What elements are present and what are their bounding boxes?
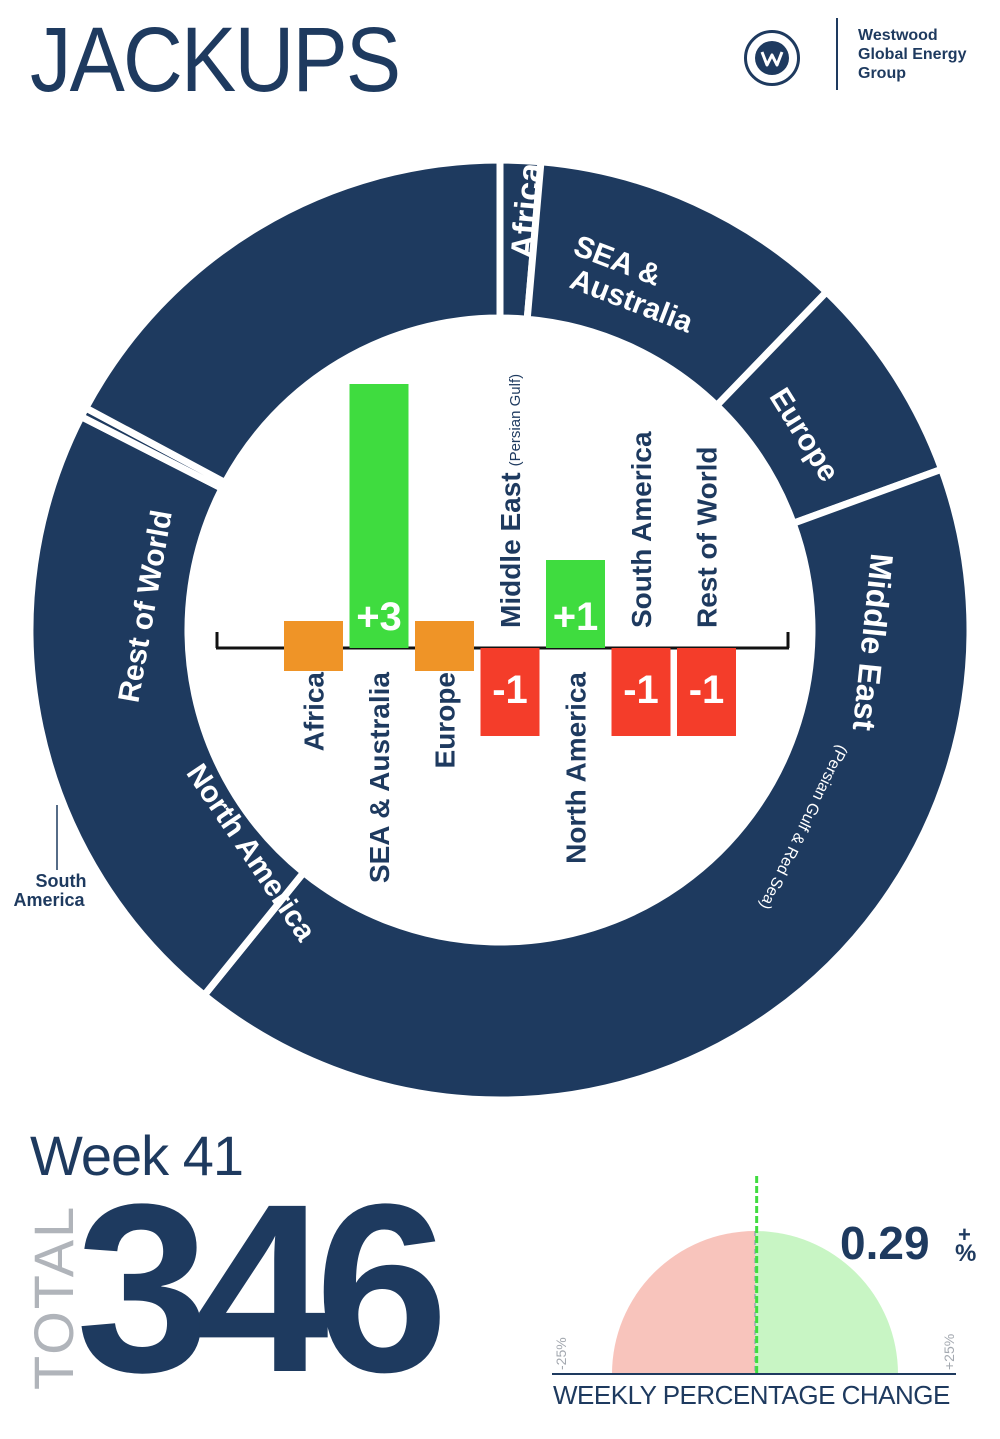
donut-segment-north-america [26,411,309,1001]
gauge-negative-half [612,1231,755,1374]
logo-text: Westwood Global Energy Group [858,27,967,82]
weekly-change-value: 0.29 [840,1217,930,1269]
bar-value-south-america: -1 [623,668,659,712]
bar-category-sea-australia: SEA & Australia [364,672,395,884]
bar-chart: Africa +3 SEA & Australia Europe -1 Middle Ea… [215,374,790,884]
donut-label-africa: Africa [504,160,550,260]
gauge-min-label: -25% [553,1337,569,1370]
bar-category-middle-east: Middle East(Persian Gulf) [495,374,526,628]
bar-category-south-america: South America [626,431,657,628]
bar-middle-east [480,648,540,736]
bar-category-north-america: North America [561,672,592,864]
weekly-change-gauge: -25% +25% [552,1176,957,1375]
bar-value-north-america: +1 [553,595,599,639]
bar-value-rest-of-world: -1 [689,668,725,712]
bar-south-america [611,648,671,736]
bar-value-middle-east: -1 [492,668,528,712]
bar-value-sea-australia: +3 [356,595,402,639]
total-value: 346 [76,1154,448,1422]
logo-mark-icon [744,30,800,86]
gauge-caption: WEEKLY PERCENTAGE CHANGE [553,1380,950,1410]
bar-north-america [546,560,605,648]
week-label: Week 41 [30,1124,244,1187]
gauge-max-label: +25% [941,1334,957,1370]
bar-sea-australia [349,384,409,648]
bar-rest-of-world [677,648,736,736]
weekly-change-sign: + [958,1222,971,1247]
donut-segment-rest-of-world [81,156,504,488]
weekly-change-unit: % [955,1240,977,1267]
company-logo: Westwood Global Energy Group [744,18,994,98]
donut-segment-middle-east [199,464,974,1104]
bar-category-sublabel-middle-east: (Persian Gulf) [507,374,524,467]
logo-divider [836,18,838,90]
total-label: TOTAL [22,1204,85,1390]
bar-category-europe: Europe [430,672,461,768]
bar-europe [415,621,474,671]
gauge-positive-half [755,1231,898,1374]
donut-label-south-america-line1: South [36,871,87,891]
page-title: JACKUPS [30,9,401,111]
donut-segments [26,156,974,1104]
bar-category-africa: Africa [299,672,330,752]
bar-africa [284,621,343,671]
bar-category-rest-of-world: Rest of World [692,447,723,628]
donut-label-south-america-line2: America [13,890,85,910]
